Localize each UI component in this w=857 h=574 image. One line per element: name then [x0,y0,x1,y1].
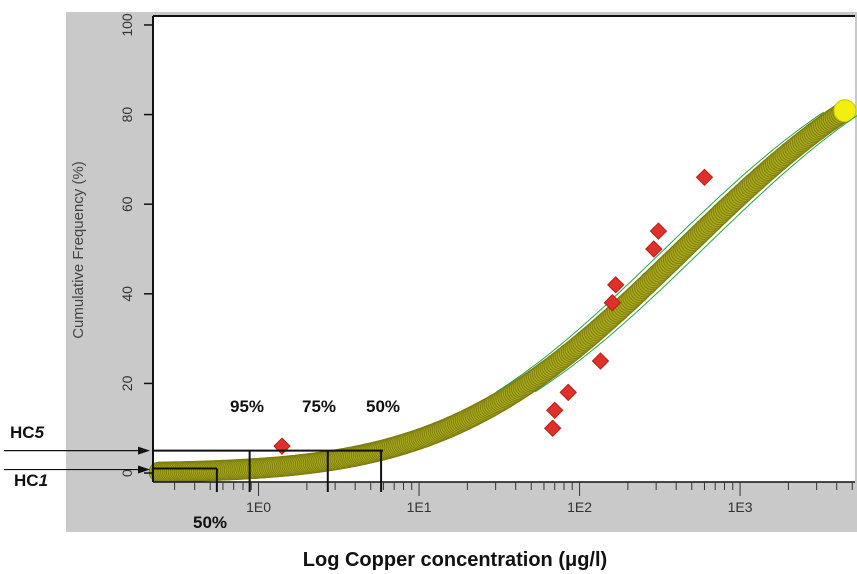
x-ticks: 1E0 1E1 1E2 1E3 [174,482,853,515]
x-tick-label: 1E3 [728,499,753,515]
data-point [645,240,663,258]
label-50-percent: 50% [366,397,400,416]
confidence-bounds [496,111,857,393]
data-point [603,294,622,312]
label-75-percent: 75% [302,397,336,416]
data-point [543,419,562,437]
hc-arrows [4,446,150,474]
data-point [649,222,668,240]
data-point [545,401,564,420]
x-axis-label: Log Copper concentration (μg/l) [303,549,607,571]
y-axis-label: Cumulative Frequency (%) [70,161,87,339]
hc1-arrow-head [138,465,150,474]
data-point [559,383,577,402]
y-tick-label: 100 [119,13,135,37]
label-lower-50-percent: 50% [193,513,227,532]
y-tick-label: 0 [119,469,135,477]
fit-curve [148,99,857,483]
data-point [273,437,291,455]
data-point [591,352,610,370]
y-tick-label: 80 [119,107,135,123]
label-95-percent: 95% [230,397,264,416]
hc5-arrow-head [138,446,150,455]
x-tick-label: 1E0 [246,499,271,515]
y-tick-label: 20 [119,375,135,391]
y-tick-label: 60 [119,196,135,212]
x-tick-label: 1E1 [407,499,432,515]
hc-brackets [153,449,384,492]
hc5-label: HC5 [10,423,45,442]
y-ticks: 0 20 40 60 80 100 [119,13,153,477]
confidence-bound-line [534,115,857,393]
confidence-bound-line [496,111,825,393]
data-point [607,276,625,294]
fit-curve-end-marker [833,99,857,123]
data-point [695,168,714,187]
x-tick-label: 1E2 [567,499,592,515]
observed-points [273,168,714,455]
y-tick-label: 40 [119,286,135,302]
hc1-label: HC1 [14,471,48,490]
